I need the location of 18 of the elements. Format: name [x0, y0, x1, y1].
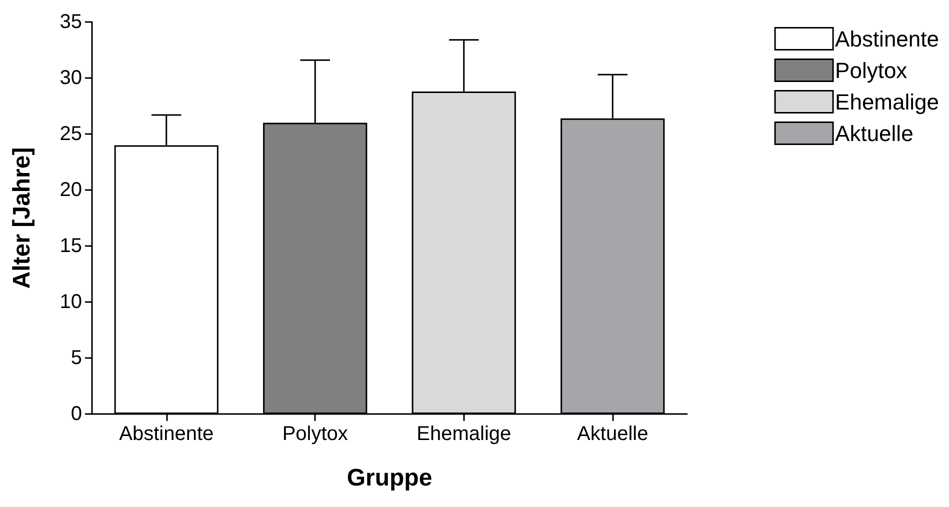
y-tick-label: 35 [60, 11, 82, 33]
x-axis-title: Gruppe [346, 464, 432, 492]
y-tick-label: 0 [70, 403, 82, 425]
legend-label: Polytox [835, 58, 908, 83]
y-tick-label: 5 [70, 347, 82, 369]
y-tick-label: 25 [60, 123, 82, 145]
x-tick-label: Abstinente [119, 423, 214, 445]
y-tick-label: 15 [60, 235, 82, 257]
legend-label: Ehemalige [835, 89, 939, 114]
y-tick-label: 30 [60, 67, 82, 89]
x-tick-label: Aktuelle [577, 423, 648, 445]
y-tick-label: 10 [60, 291, 82, 313]
legend-label: Abstinente [835, 26, 940, 52]
y-tick-label: 20 [60, 179, 82, 201]
legend-label: Aktuelle [835, 120, 914, 146]
y-axis-title: Alter [Jahre] [8, 147, 36, 289]
x-tick-label: Polytox [282, 423, 348, 445]
x-tick-label: Ehemalige [416, 423, 512, 445]
